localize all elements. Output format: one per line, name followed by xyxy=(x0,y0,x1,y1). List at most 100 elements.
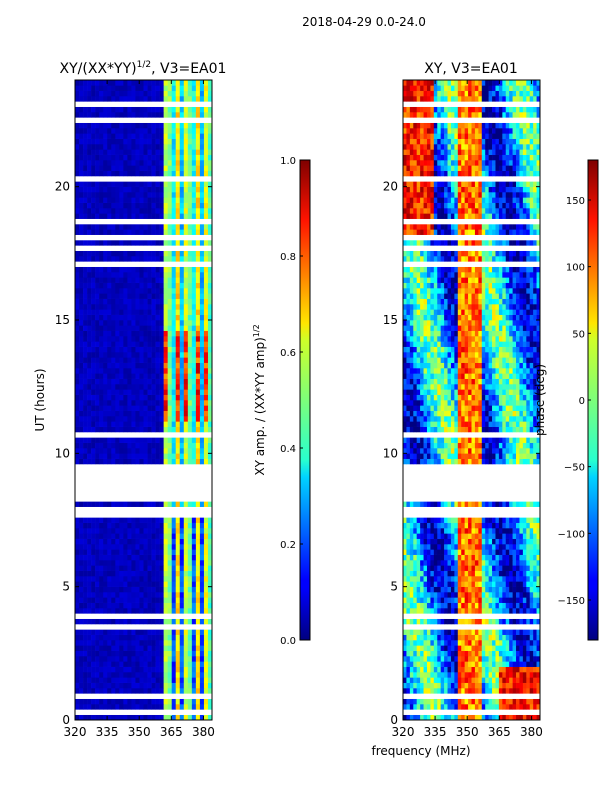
heatmap-cell xyxy=(147,421,152,427)
heatmap-cell xyxy=(163,405,168,411)
heatmap-cell xyxy=(75,698,80,705)
heatmap-cell xyxy=(488,602,493,609)
heatmap-cell xyxy=(481,645,486,651)
heatmap-cell xyxy=(147,389,152,395)
heatmap-cell xyxy=(187,256,193,262)
heatmap-cell xyxy=(91,618,96,625)
heatmap-cell xyxy=(155,256,160,262)
heatmap-cell xyxy=(199,437,205,443)
heatmap-cell xyxy=(409,592,414,598)
heatmap-cell xyxy=(147,602,152,609)
heatmap-cell xyxy=(536,645,540,651)
heatmap-cell xyxy=(95,389,100,395)
heatmap-cell xyxy=(191,240,197,246)
heatmap-cell xyxy=(207,704,212,710)
heatmap-cell xyxy=(75,186,80,193)
heatmap-cell xyxy=(99,85,104,91)
heatmap-cell xyxy=(91,650,96,657)
heatmap-cell xyxy=(87,336,92,342)
heatmap-cell xyxy=(115,629,120,635)
heatmap-cell xyxy=(207,426,212,433)
heatmap-cell xyxy=(485,565,489,571)
heatmap-cell xyxy=(509,538,513,545)
heatmap-cell xyxy=(111,640,116,646)
heatmap-cell xyxy=(533,602,537,609)
heatmap-cell xyxy=(409,677,414,683)
heatmap-cell xyxy=(159,544,164,550)
heatmap-cell xyxy=(492,629,496,635)
heatmap-cell xyxy=(95,394,100,401)
heatmap-cell xyxy=(155,570,160,577)
heatmap-cell xyxy=(199,661,205,667)
heatmap-cell xyxy=(167,618,173,625)
heatmap-cell xyxy=(131,549,136,555)
heatmap-cell xyxy=(123,581,128,587)
heatmap-cell xyxy=(143,666,148,673)
heatmap-cell xyxy=(75,586,80,593)
heatmap-cell xyxy=(179,634,185,641)
heatmap-cell xyxy=(416,517,421,523)
heatmap-cell xyxy=(139,704,144,710)
heatmap-cell xyxy=(461,570,465,577)
heatmap-cell xyxy=(175,229,181,235)
heatmap-cell xyxy=(447,581,452,587)
heatmap-cell xyxy=(107,149,112,155)
heatmap-cell xyxy=(191,544,197,550)
heatmap-cell xyxy=(123,714,128,720)
heatmap-cell xyxy=(87,106,92,113)
x-tick-label: 365 xyxy=(160,725,183,739)
heatmap-cell xyxy=(151,586,156,593)
heatmap-cell xyxy=(167,272,173,278)
heatmap-cell xyxy=(509,645,513,651)
heatmap-cell xyxy=(203,704,209,710)
heatmap-cell xyxy=(91,389,96,395)
heatmap-cell xyxy=(191,128,197,134)
heatmap-cell xyxy=(131,656,136,662)
heatmap-cell xyxy=(426,538,431,545)
heatmap-cell xyxy=(461,650,465,657)
flagged-row xyxy=(75,101,212,107)
heatmap-cell xyxy=(199,325,205,331)
heatmap-cell xyxy=(207,373,212,379)
heatmap-cell xyxy=(119,522,124,529)
heatmap-cell xyxy=(175,592,181,598)
heatmap-cell xyxy=(103,378,108,385)
heatmap-cell xyxy=(492,549,496,555)
heatmap-cell xyxy=(83,160,88,166)
heatmap-cell xyxy=(83,352,88,358)
heatmap-cell xyxy=(416,698,421,705)
heatmap-cell xyxy=(147,128,152,134)
heatmap-cell xyxy=(87,197,92,203)
heatmap-cell xyxy=(95,346,100,353)
heatmap-cell xyxy=(406,608,411,614)
heatmap-cell xyxy=(444,528,448,534)
flagged-row xyxy=(75,464,212,470)
heatmap-cell xyxy=(151,682,156,689)
heatmap-cell xyxy=(416,677,421,683)
heatmap-cell xyxy=(119,330,124,337)
heatmap-cell xyxy=(529,650,534,657)
heatmap-cell xyxy=(199,410,205,417)
heatmap-cell xyxy=(155,714,160,720)
heatmap-cell xyxy=(444,453,448,459)
heatmap-cell xyxy=(409,645,414,651)
heatmap-cell xyxy=(461,656,465,662)
heatmap-cell xyxy=(498,592,503,598)
heatmap-cell xyxy=(163,517,168,523)
heatmap-cell xyxy=(167,533,173,539)
heatmap-cell xyxy=(75,96,80,102)
heatmap-cell xyxy=(488,592,493,598)
heatmap-cell xyxy=(99,181,104,187)
heatmap-cell xyxy=(119,656,124,662)
heatmap-cell xyxy=(159,138,164,145)
heatmap-cell xyxy=(199,586,205,593)
heatmap-cell xyxy=(187,373,193,379)
heatmap-cell xyxy=(83,656,88,662)
heatmap-cell xyxy=(485,538,489,545)
heatmap-cell xyxy=(163,437,168,443)
heatmap-cell xyxy=(151,698,156,705)
heatmap-cell xyxy=(139,149,144,155)
heatmap-cell xyxy=(413,597,417,603)
heatmap-cell xyxy=(175,656,181,662)
heatmap-cell xyxy=(179,309,185,315)
